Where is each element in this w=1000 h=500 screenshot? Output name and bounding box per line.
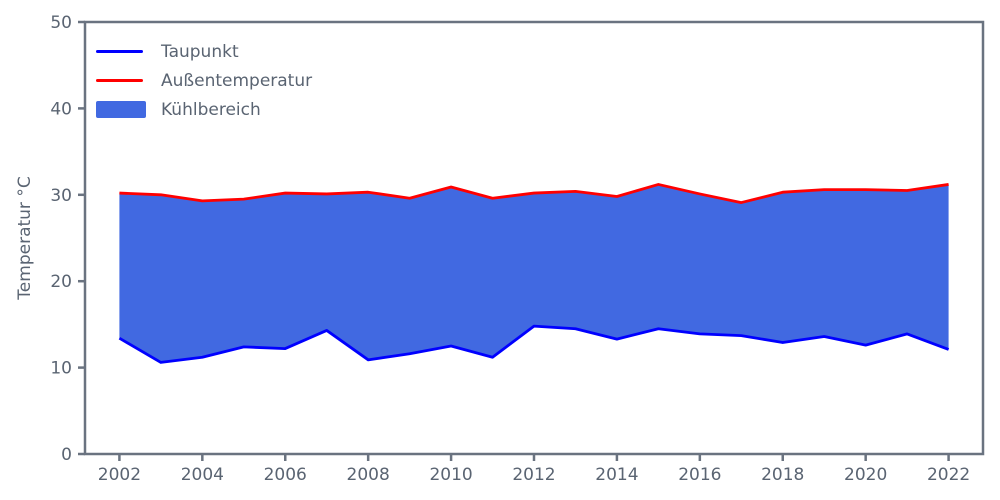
- legend-item-kuehlbereich: Kühlbereich: [96, 95, 312, 124]
- legend-label-aussentemperatur: Außentemperatur: [161, 70, 313, 91]
- x-tick-label: 2018: [761, 465, 804, 485]
- y-tick-label: 30: [50, 186, 72, 206]
- x-tick-label: 2020: [844, 465, 887, 485]
- y-tick-label: 40: [50, 99, 72, 119]
- legend-label-kuehlbereich: Kühlbereich: [161, 99, 261, 120]
- x-tick-label: 2008: [347, 465, 390, 485]
- y-tick-label: 50: [50, 13, 72, 33]
- x-tick-label: 2010: [429, 465, 472, 485]
- x-tick-label: 2002: [98, 465, 141, 485]
- x-tick-label: 2014: [595, 465, 638, 485]
- x-tick-label: 2012: [512, 465, 555, 485]
- legend: Taupunkt Außentemperatur Kühlbereich: [96, 37, 312, 124]
- legend-item-aussentemperatur: Außentemperatur: [96, 66, 312, 95]
- x-tick-label: 2004: [181, 465, 224, 485]
- x-tick-label: 2006: [264, 465, 307, 485]
- taupunkt-line-swatch: [96, 50, 143, 53]
- y-axis-label: Temperatur °C: [15, 176, 35, 300]
- cooling-area: [119, 184, 949, 363]
- x-tick-label: 2016: [678, 465, 721, 485]
- y-tick-label: 20: [50, 272, 72, 292]
- y-tick-label: 0: [61, 445, 72, 465]
- y-tick-label: 10: [50, 359, 72, 379]
- kuehlbereich-area-swatch: [96, 101, 146, 118]
- taupunkt-line: [118, 324, 950, 364]
- legend-item-taupunkt: Taupunkt: [96, 37, 312, 66]
- aussentemperatur-line: [119, 183, 949, 204]
- legend-label-taupunkt: Taupunkt: [161, 41, 239, 62]
- aussentemperatur-line-swatch: [96, 79, 143, 82]
- x-tick-label: 2022: [927, 465, 970, 485]
